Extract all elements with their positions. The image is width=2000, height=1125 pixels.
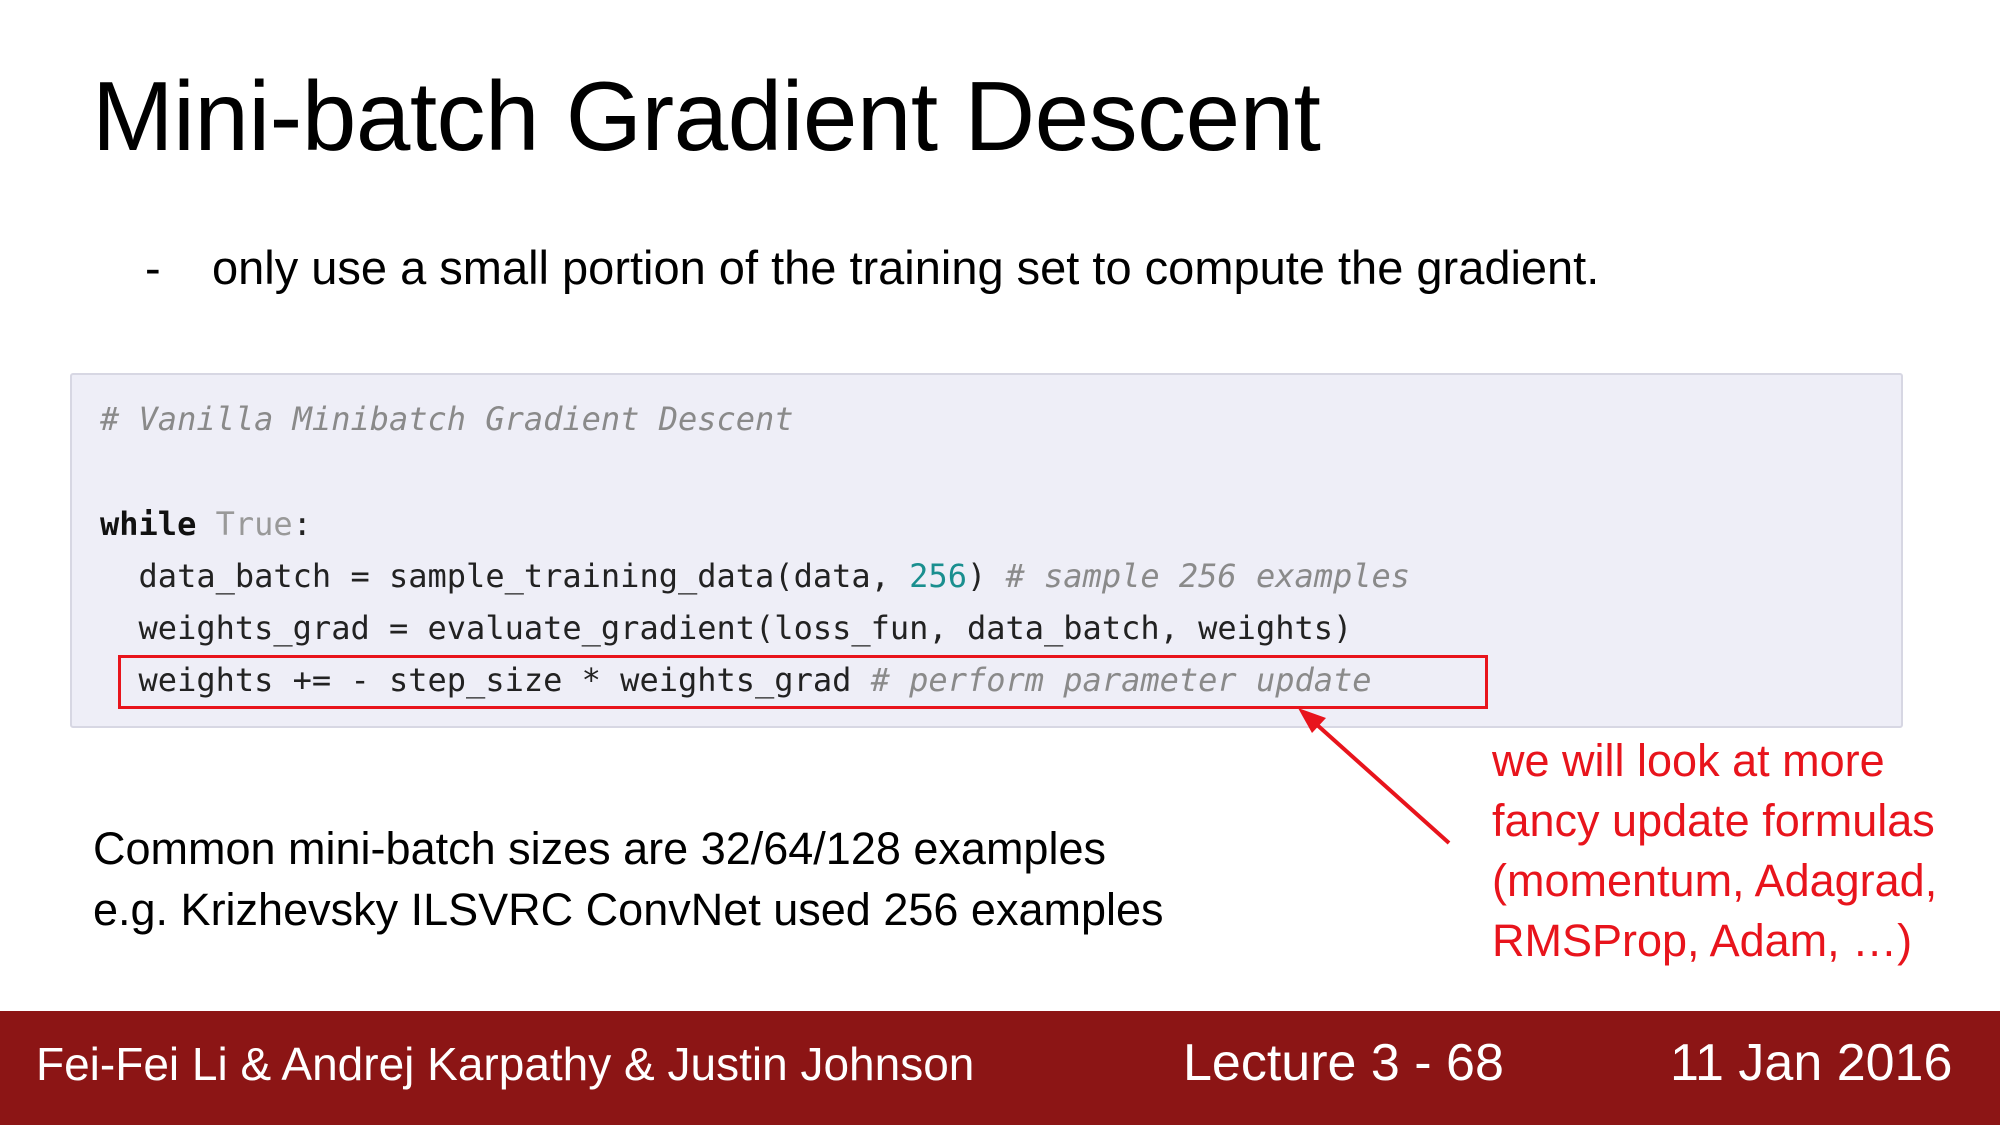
bullet-text: only use a small portion of the training…	[212, 241, 1600, 294]
batch-size-text: Common mini-batch sizes are 32/64/128 ex…	[93, 818, 1164, 940]
code-line-3: data_batch = sample_training_data(data, …	[100, 557, 1411, 595]
code-keyword: while	[100, 505, 197, 543]
code-number: 256	[909, 557, 967, 595]
code-line-4: weights_grad = evaluate_gradient(loss_fu…	[100, 609, 1353, 647]
code-text: weights += - step_size * weights_grad	[100, 661, 871, 699]
footer-authors: Fei-Fei Li & Andrej Karpathy & Justin Jo…	[36, 1038, 975, 1090]
code-comment: # sample 256 examples	[1005, 557, 1411, 595]
code-block: # Vanilla Minibatch Gradient Descent whi…	[70, 373, 1903, 728]
highlight-box	[118, 655, 1488, 709]
code-line-2: while True:	[100, 505, 312, 543]
code-comment: # perform parameter update	[870, 661, 1372, 699]
code-line-1: # Vanilla Minibatch Gradient Descent	[100, 400, 794, 438]
bullet-point: - only use a small portion of the trainin…	[145, 240, 1599, 295]
arrow-icon	[1298, 708, 1451, 845]
code-comment: # Vanilla Minibatch Gradient Descent	[100, 400, 794, 438]
slide-title: Mini-batch Gradient Descent	[92, 61, 1321, 171]
footer-bar: Fei-Fei Li & Andrej Karpathy & Justin Jo…	[0, 1011, 2000, 1125]
code-text: )	[966, 557, 1006, 595]
batch-size-line-2: e.g. Krizhevsky ILSVRC ConvNet used 256 …	[93, 884, 1164, 935]
batch-size-line-1: Common mini-batch sizes are 32/64/128 ex…	[93, 823, 1106, 874]
note-line-1: we will look at more	[1492, 735, 1885, 786]
code-text: weights_grad = evaluate_gradient(loss_fu…	[100, 609, 1353, 647]
code-constant: True	[215, 505, 293, 543]
footer-date: 11 Jan 2016	[1670, 1034, 1953, 1092]
note-line-2: fancy update formulas	[1492, 795, 1935, 846]
update-formulas-note: we will look at more fancy update formul…	[1492, 731, 1937, 971]
code-text: data_batch = sample_training_data(data,	[100, 557, 910, 595]
footer-lecture: Lecture 3 - 68	[1183, 1034, 1504, 1092]
note-line-3: (momentum, Adagrad,	[1492, 855, 1938, 906]
bullet-marker: -	[145, 241, 161, 294]
code-line-5: weights += - step_size * weights_grad # …	[100, 661, 1372, 699]
note-line-4: RMSProp, Adam, …)	[1492, 915, 1913, 966]
code-colon: :	[292, 505, 312, 543]
